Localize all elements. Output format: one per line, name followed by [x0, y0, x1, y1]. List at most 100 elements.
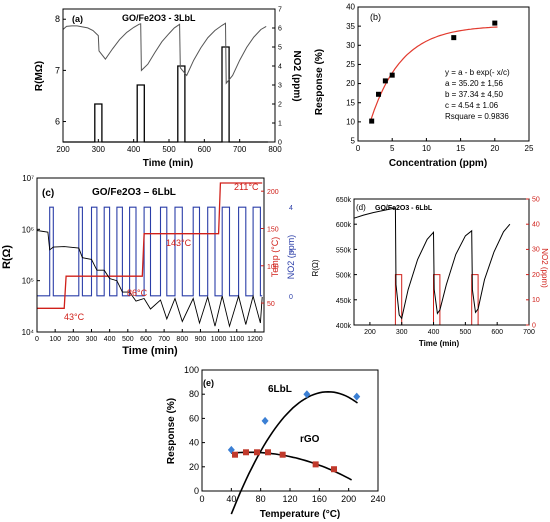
panel-b-xtick-label: 25 — [525, 144, 534, 153]
panel-c-xtick-label: 700 — [158, 336, 170, 343]
fit-rsquare: Rsquare = 0.9836 — [445, 112, 509, 121]
panel-d-xlabel: Time (min) — [419, 339, 460, 348]
panel-c-no2-tick-label: 4 — [289, 205, 293, 212]
panel-c-xtick-label: 400 — [104, 336, 116, 343]
fit-equation: y = a - b exp(- x/c) a = 35.20 ± 1,56 b … — [445, 68, 510, 121]
panel-a-right-ytick-label: 5 — [278, 44, 282, 51]
panel-e-xlabel: Temperature (°C) — [260, 509, 341, 520]
panel-d-xtick-label: 300 — [396, 329, 408, 336]
panel-a-xtick-label: 600 — [198, 145, 212, 154]
panel-a-ytick-label: 8 — [55, 14, 60, 24]
panel-c-ytick-label: 10⁶ — [22, 225, 34, 234]
panel-e-ytick-label: 100 — [184, 365, 199, 375]
panel-e-ytick-label: 60 — [189, 413, 199, 423]
panel-c-xtick-label: 900 — [195, 336, 207, 343]
panel-d-xtick-label: 200 — [364, 329, 376, 336]
panel-e-xtick-label: 120 — [282, 494, 297, 504]
panel-a-xtick-label: 500 — [162, 145, 176, 154]
marker-6lbl — [353, 392, 361, 401]
panel-a-ytick-label: 6 — [55, 117, 60, 127]
data-point — [382, 78, 388, 84]
panel-e-xtick-label: 80 — [256, 494, 266, 504]
temperature-line — [37, 182, 263, 309]
panel-e-ytick-label: 20 — [189, 462, 199, 472]
panel-c: 0 100 200 300 400 500 600 700 800 900 1000 1100 1200… — [1, 174, 296, 357]
trend-curve-6lbl — [230, 390, 358, 515]
panel-a-y2label: NO2 (ppm) — [291, 50, 302, 101]
panel-a-right-ytick-label: 2 — [278, 101, 282, 108]
panel-b-xtick-label: 15 — [456, 144, 465, 153]
panel-e-xtick-label: 160 — [312, 494, 327, 504]
panel-b-ytick-label: 5 — [351, 137, 356, 146]
data-point — [492, 20, 498, 26]
panel-e-ytick-label: 40 — [189, 438, 199, 448]
panel-c-label: (c) — [42, 188, 54, 199]
panel-a-xtick-label: 700 — [233, 145, 247, 154]
data-point — [389, 72, 395, 78]
panel-b-ytick-label: 35 — [346, 22, 355, 31]
panel-d-ytick-label: 650k — [336, 197, 352, 204]
panel-d-right-ytick-label: 20 — [532, 272, 540, 279]
panel-d-right-ytick-label: 0 — [532, 322, 536, 329]
panel-a-xtick-label: 200 — [56, 145, 70, 154]
fit-param-a: a = 35.20 ± 1,56 — [445, 79, 504, 88]
panel-a-right-ytick-label: 7 — [278, 6, 282, 13]
panel-c-y2label: Temp (°C) — [270, 237, 280, 278]
panel-b-frame — [357, 6, 530, 142]
panel-d-frame — [353, 198, 530, 326]
marker-rgo — [232, 451, 238, 458]
temp-label-143: 143°C — [166, 238, 192, 248]
panel-b-ytick-label: 25 — [346, 60, 355, 69]
panel-c-temp-tick-label: 200 — [267, 189, 279, 196]
panel-a-right-ytick-label: 6 — [278, 25, 282, 32]
panel-d-right-ytick-label: 40 — [532, 222, 540, 229]
panel-b-xtick-label: 10 — [422, 144, 431, 153]
panel-a-xtick-label: 300 — [92, 145, 106, 154]
panel-c-frame — [36, 177, 265, 333]
no2-pulse-line — [354, 274, 510, 326]
panel-d-title: GO/Fe2O3 - 6LbL — [375, 205, 433, 212]
resistance-line — [36, 230, 263, 328]
temp-label-86: 86°C — [127, 288, 148, 298]
marker-rgo — [331, 466, 337, 473]
temp-label-211: 211°C — [234, 182, 259, 192]
panel-a-label: (a) — [72, 14, 83, 24]
panel-e-ytick-label: 80 — [189, 389, 199, 399]
panel-e-label: (e) — [203, 378, 214, 388]
panel-b-ytick-label: 20 — [346, 79, 355, 88]
panel-c-temp-tick-label: 150 — [267, 226, 279, 233]
panel-b-xtick-label: 20 — [490, 144, 499, 153]
fit-param-c: c = 4.54 ± 1.06 — [445, 101, 499, 110]
panel-c-xtick-label: 0 — [35, 336, 39, 343]
panel-e-xtick-label: 200 — [341, 494, 356, 504]
panel-c-no2-tick-label: 0 — [289, 294, 293, 301]
panel-c-ytick-label: 10⁵ — [22, 277, 34, 286]
marker-rgo — [279, 451, 286, 458]
panel-e-xtick-label: 240 — [370, 494, 385, 504]
panel-c-xtick-label: 1000 — [211, 336, 227, 343]
panel-c-title: GO/Fe2O3 – 6LbL — [92, 187, 176, 198]
series-label-6lbl: 6LbL — [268, 384, 292, 395]
panel-e-ytick-label: 0 — [194, 486, 199, 496]
panel-b-ytick-label: 30 — [346, 41, 355, 50]
panel-d-ylabel: R(Ω) — [311, 259, 320, 276]
data-point — [376, 91, 382, 97]
fit-param-b: b = 37.34 ± 4,50 — [445, 90, 504, 99]
panel-d-ytick-label: 400k — [336, 323, 352, 330]
marker-rgo — [254, 449, 260, 456]
panel-b-ytick-label: 15 — [346, 98, 355, 107]
panel-c-temp-tick-label: 50 — [267, 301, 275, 308]
fit-equation-line: y = a - b exp(- x/c) — [445, 68, 510, 77]
panel-d-y2label: NO2 (ppm) — [540, 248, 549, 288]
panel-c-ytick-label: 10⁷ — [22, 174, 34, 183]
panel-b-label: (b) — [370, 12, 381, 22]
panel-c-xtick-label: 300 — [86, 336, 98, 343]
panel-a-xlabel: Time (min) — [143, 158, 193, 169]
panel-d-xtick-label: 500 — [460, 329, 472, 336]
panel-a-ylabel: R(MΩ) — [34, 61, 45, 91]
panel-d-ytick-label: 550k — [336, 247, 352, 254]
panel-c-temp-tick-label: 100 — [267, 264, 279, 271]
panel-d-ytick-label: 500k — [336, 273, 352, 280]
